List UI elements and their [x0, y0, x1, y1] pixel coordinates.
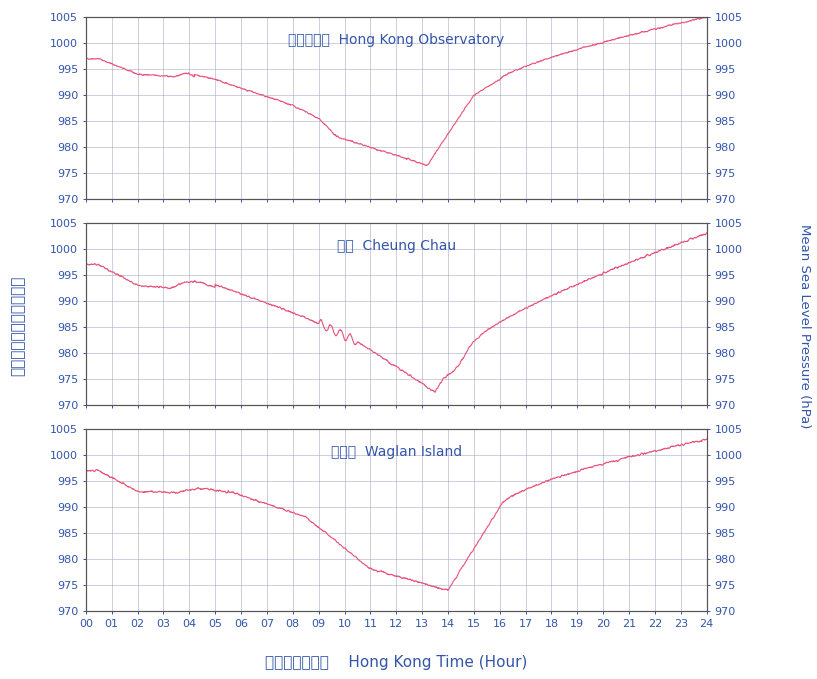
Text: 香港時間（時）    Hong Kong Time (Hour): 香港時間（時） Hong Kong Time (Hour) [265, 655, 528, 669]
Text: 香港天文台  Hong Kong Observatory: 香港天文台 Hong Kong Observatory [288, 33, 504, 48]
Text: 長洲  Cheung Chau: 長洲 Cheung Chau [337, 239, 456, 253]
Text: Mean Sea Level Pressure (hPa): Mean Sea Level Pressure (hPa) [798, 224, 811, 428]
Text: 橫瀾島  Waglan Island: 橫瀾島 Waglan Island [331, 445, 462, 459]
Text: 海平面氣壓（百帕斯卡）: 海平面氣壓（百帕斯卡） [11, 276, 25, 376]
